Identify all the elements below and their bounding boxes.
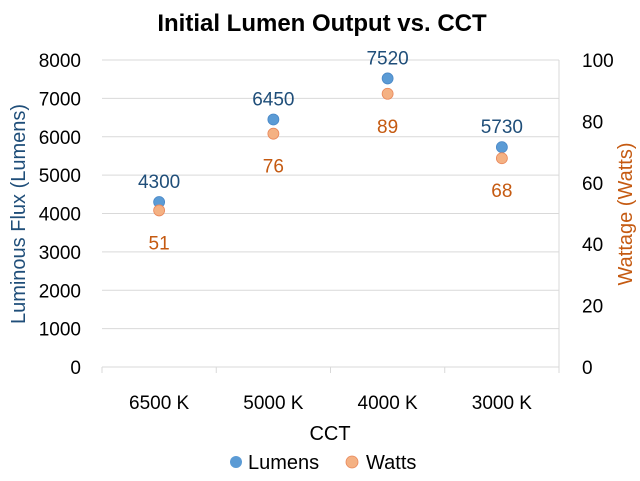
y2-tick-label: 20 xyxy=(582,297,603,318)
legend: Lumens Watts xyxy=(230,452,416,474)
data-label-watts: 76 xyxy=(263,157,284,178)
y-tick-label: 6000 xyxy=(39,128,81,149)
y-tick-label: 4000 xyxy=(39,205,81,226)
x-tick-label: 3000 K xyxy=(472,393,533,414)
point-lumens xyxy=(495,141,508,154)
y-axis-right-ticks: 0 20 40 60 80 100 xyxy=(582,51,614,379)
y-tick-label: 7000 xyxy=(39,89,81,110)
point-watts xyxy=(153,204,166,217)
legend-marker-watts xyxy=(345,455,359,469)
y-axis-right-label: Wattage (Watts) xyxy=(615,143,637,286)
data-label-lumens: 4300 xyxy=(138,172,180,193)
x-tick-label: 4000 K xyxy=(358,393,419,414)
point-lumens xyxy=(267,113,280,126)
point-lumens xyxy=(381,72,394,85)
data-labels: 4300 6450 7520 5730 51 76 89 68 xyxy=(138,48,523,254)
data-label-lumens: 6450 xyxy=(252,89,294,110)
y-axis-left-ticks: 0 1000 2000 3000 4000 5000 6000 7000 8000 xyxy=(39,51,81,379)
y-tick-label: 5000 xyxy=(39,166,81,187)
data-label-watts: 51 xyxy=(149,233,170,254)
y2-tick-label: 80 xyxy=(582,112,603,133)
legend-label-lumens: Lumens xyxy=(248,452,319,474)
y-axis-left-label: Luminous Flux (Lumens) xyxy=(8,104,30,324)
x-axis-label: CCT xyxy=(309,423,350,445)
y-tick-label: 1000 xyxy=(39,320,81,341)
point-watts xyxy=(267,127,280,140)
gridlines xyxy=(101,59,560,373)
data-label-lumens: 7520 xyxy=(366,48,408,69)
y2-tick-label: 100 xyxy=(582,51,614,72)
data-label-lumens: 5730 xyxy=(481,117,523,138)
data-points xyxy=(153,72,508,217)
y2-tick-label: 60 xyxy=(582,174,603,195)
y-tick-label: 2000 xyxy=(39,281,81,302)
x-tick-label: 6500 K xyxy=(129,393,190,414)
y-tick-label: 3000 xyxy=(39,243,81,264)
y-tick-label: 8000 xyxy=(39,51,81,72)
x-tick-label: 5000 K xyxy=(243,393,304,414)
legend-marker-lumens xyxy=(230,456,242,468)
point-watts xyxy=(381,87,394,100)
data-label-watts: 68 xyxy=(491,181,512,202)
x-axis-ticks: 6500 K 5000 K 4000 K 3000 K xyxy=(129,393,532,414)
legend-label-watts: Watts xyxy=(366,452,416,474)
point-watts xyxy=(495,152,508,165)
data-label-watts: 89 xyxy=(377,117,398,138)
y-tick-label: 0 xyxy=(70,358,81,379)
y2-tick-label: 0 xyxy=(582,358,593,379)
chart-title: Initial Lumen Output vs. CCT xyxy=(157,10,487,37)
y2-tick-label: 40 xyxy=(582,235,603,256)
